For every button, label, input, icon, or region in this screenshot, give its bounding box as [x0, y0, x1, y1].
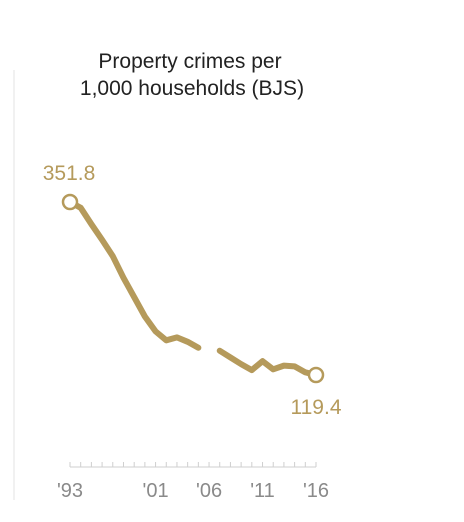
x-axis: '93 '01 '06 '11 '16 — [57, 462, 329, 502]
series-segment — [67, 199, 202, 351]
x-tick-label: '01 — [143, 480, 169, 502]
x-tick-label: '11 — [250, 480, 275, 502]
start-value-label: 351.8 — [43, 162, 96, 185]
x-tick-label: '93 — [57, 480, 83, 502]
series-segment — [216, 347, 319, 378]
x-tick-label: '16 — [303, 480, 329, 502]
chart-subtitle: 1,000 households (BJS) — [80, 77, 304, 100]
end-value-label: 119.4 — [291, 396, 342, 419]
series-line — [67, 199, 319, 378]
endpoint-markers — [61, 193, 325, 384]
end-marker — [307, 366, 325, 384]
x-tick-label: '06 — [196, 480, 222, 502]
start-marker — [61, 193, 79, 211]
chart-title: Property crimes per — [98, 50, 281, 73]
